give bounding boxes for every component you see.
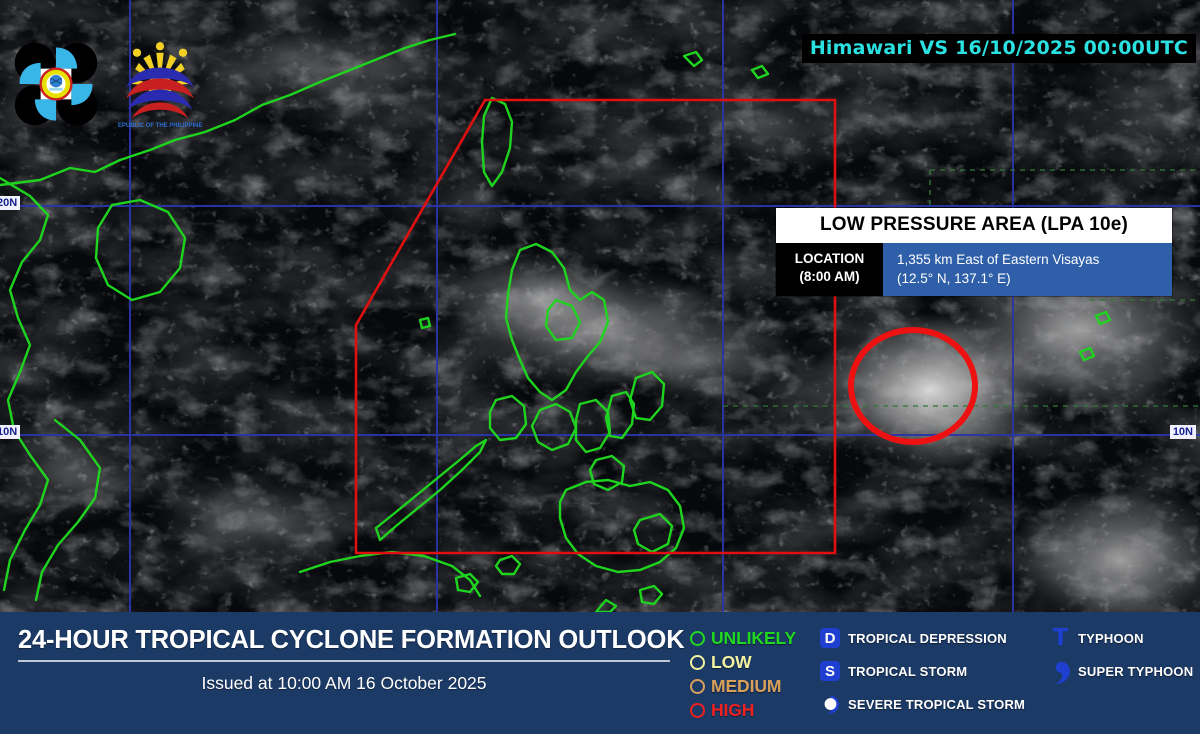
par-boundary-layer <box>354 98 837 555</box>
cyclone-category-legend: D TROPICAL DEPRESSION S TROPICAL STORM S… <box>820 625 1200 728</box>
title-divider <box>18 660 670 662</box>
lpa-location-label: LOCATION (8:00 AM) <box>776 243 883 297</box>
letter-s-icon: S <box>820 661 841 682</box>
issued-timestamp: Issued at 10:00 AM 16 October 2025 <box>201 672 487 693</box>
lpa-info-title: LOW PRESSURE AREA (LPA 10e) <box>776 208 1172 243</box>
legend-item-unlikely: UNLIKELY <box>690 626 815 650</box>
legend-item-tropical-storm: S TROPICAL STORM <box>820 661 967 682</box>
ring-low-icon <box>690 654 705 670</box>
bottom-white-strip <box>0 734 1200 750</box>
lat-label-left: 10N <box>0 425 21 439</box>
footer-title-block: 24-HOUR TROPICAL CYCLONE FORMATION OUTLO… <box>0 612 690 734</box>
pagasa-logo <box>8 36 104 137</box>
lpa-location-detail: 1,355 km East of Eastern Visayas (12.5° … <box>883 243 1172 297</box>
republic-seal-icon: REPUBLIC OF THE PHILIPPINES <box>114 41 206 129</box>
legend-item-medium: MEDIUM <box>690 674 815 698</box>
satellite-imagery-layer <box>0 0 1200 612</box>
legend-label-high: HIGH <box>711 699 755 720</box>
lpa-info-box: LOW PRESSURE AREA (LPA 10e) LOCATION (8:… <box>776 208 1172 297</box>
agency-logos: REPUBLIC OF THE PHILIPPINES <box>8 32 208 140</box>
white-circle-comma-icon <box>820 694 841 715</box>
legend-label-medium: MEDIUM <box>711 675 782 696</box>
lpa-detail-line1: 1,355 km East of Eastern Visayas <box>897 252 1100 267</box>
blue-comma-icon <box>1050 661 1071 685</box>
legend-item-high: HIGH <box>690 698 815 722</box>
legend-item-super-typhoon: SUPER TYPHOON <box>1050 661 1194 685</box>
footer-bar: 24-HOUR TROPICAL CYCLONE FORMATION OUTLO… <box>0 612 1200 734</box>
letter-d-icon: D <box>820 628 841 649</box>
republic-seal-caption: REPUBLIC OF THE PHILIPPINES <box>118 123 202 129</box>
lpa-marker-layer <box>848 327 978 445</box>
philippine-area-of-responsibility <box>354 98 837 555</box>
coastline-layer <box>0 32 1112 612</box>
republic-of-the-philippines-seal: REPUBLIC OF THE PHILIPPINES <box>114 38 206 135</box>
ring-unlikely-icon <box>690 630 705 646</box>
ring-high-icon <box>690 702 705 718</box>
lpa-location-label-line1: LOCATION <box>794 251 865 266</box>
legend-label-tropical-depression: TROPICAL DEPRESSION <box>848 631 1007 646</box>
lat-label-left-upper: 20N <box>0 196 21 210</box>
lat-label-right: 10N <box>1169 425 1196 439</box>
likelihood-legend: UNLIKELY LOW MEDIUM HIGH <box>690 626 815 722</box>
satellite-map: 20N 10N 10N <box>0 0 1200 612</box>
legend-label-unlikely: UNLIKELY <box>711 627 797 648</box>
pagasa-logo-icon <box>14 42 98 125</box>
legend-label-tropical-storm: TROPICAL STORM <box>848 664 968 679</box>
legend-item-severe-tropical-storm: SEVERE TROPICAL STORM <box>820 694 1025 715</box>
legend-label-typhoon: TYPHOON <box>1078 631 1144 646</box>
legend-item-tropical-depression: D TROPICAL DEPRESSION <box>820 628 1007 649</box>
lpa-location-label-line2: (8:00 AM) <box>799 268 860 284</box>
legend-label-severe-tropical-storm: SEVERE TROPICAL STORM <box>848 697 1026 712</box>
lpa-detail-line2: (12.5° N, 137.1° E) <box>897 270 1011 286</box>
satellite-timestamp: Himawari VS 16/10/2025 00:00UTC <box>801 34 1196 63</box>
legend-item-low: LOW <box>690 650 815 674</box>
legend-label-low: LOW <box>711 651 752 672</box>
page-title: 24-HOUR TROPICAL CYCLONE FORMATION OUTLO… <box>18 626 685 654</box>
low-pressure-area-marker <box>848 327 978 445</box>
legend-label-super-typhoon: SUPER TYPHOON <box>1078 664 1194 679</box>
ring-medium-icon <box>690 678 705 694</box>
legend-item-typhoon: T TYPHOON <box>1050 625 1144 651</box>
letter-t-icon: T <box>1052 625 1069 651</box>
